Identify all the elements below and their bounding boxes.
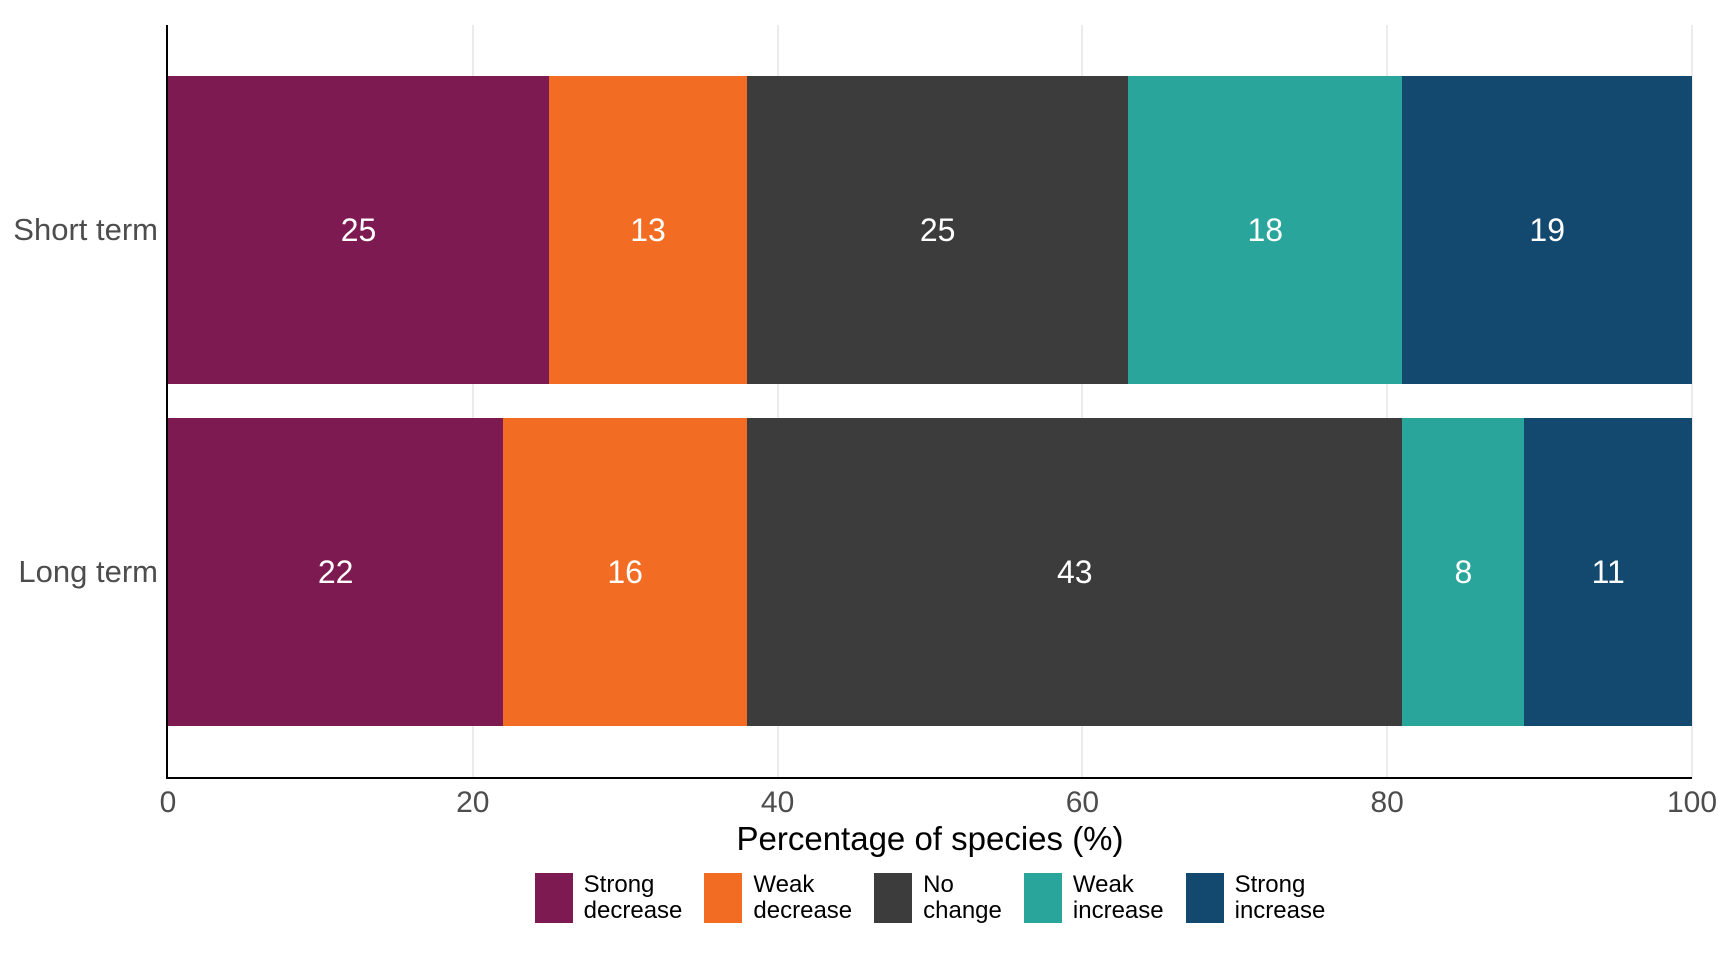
x-tick-label: 0 bbox=[159, 786, 177, 819]
legend-swatch bbox=[704, 873, 743, 923]
bar-value-label: 43 bbox=[1056, 554, 1093, 590]
bar-value-label: 25 bbox=[919, 212, 956, 248]
bar-row: 22 16 43 8 11 bbox=[168, 418, 1692, 726]
gridline bbox=[776, 25, 779, 778]
y-category-label: Long term bbox=[18, 554, 158, 589]
bar-segment: 18 bbox=[1128, 76, 1403, 384]
x-axis-line bbox=[166, 777, 1692, 779]
bar-value-label: 19 bbox=[1529, 212, 1565, 248]
bar-value-label: 18 bbox=[1247, 212, 1284, 248]
gridline bbox=[1386, 25, 1389, 778]
bar-value-label: 13 bbox=[630, 212, 666, 248]
legend-label: Weak increase bbox=[1073, 872, 1164, 924]
x-tick-label: 100 bbox=[1666, 786, 1718, 819]
legend-label-line: decrease bbox=[583, 897, 683, 924]
legend-label: No change bbox=[923, 872, 1002, 924]
y-axis-line bbox=[166, 25, 168, 778]
bar-value-label: 16 bbox=[607, 554, 643, 590]
gridline bbox=[471, 25, 474, 778]
legend-label: Strong increase bbox=[1235, 872, 1326, 924]
legend-item: Strong decrease bbox=[534, 872, 683, 924]
y-category-label: Short term bbox=[13, 212, 158, 247]
bar-segment: 25 bbox=[747, 76, 1129, 384]
legend-label-line: increase bbox=[1234, 897, 1326, 924]
bar-value-label: 8 bbox=[1454, 554, 1473, 590]
legend-item: Weak increase bbox=[1023, 872, 1164, 924]
bar-value-label: 22 bbox=[317, 554, 354, 590]
legend-item: Weak decrease bbox=[704, 872, 852, 924]
bar-segment: 22 bbox=[168, 418, 504, 726]
x-tick-label: 40 bbox=[760, 786, 795, 819]
x-tick-label: 80 bbox=[1370, 786, 1404, 819]
legend-label-line: increase bbox=[1072, 897, 1164, 924]
legend-swatch bbox=[534, 873, 573, 923]
legend-swatch bbox=[1185, 873, 1224, 923]
gridline bbox=[1691, 25, 1693, 778]
legend-label-line: Weak bbox=[753, 871, 815, 898]
bar-segment: 25 bbox=[168, 76, 549, 384]
bar-segment: 8 bbox=[1402, 418, 1525, 726]
legend-item: No change bbox=[874, 872, 1002, 924]
legend-label-line: Strong bbox=[1234, 871, 1306, 898]
bar-segment: 11 bbox=[1524, 418, 1692, 726]
bar-value-label: 25 bbox=[340, 212, 377, 248]
x-tick-label: 60 bbox=[1065, 786, 1100, 819]
legend-swatch bbox=[1023, 873, 1062, 923]
legend-label-line: decrease bbox=[753, 897, 853, 924]
legend-label-line: No bbox=[923, 871, 954, 898]
legend-label: Strong decrease bbox=[584, 872, 683, 924]
bar-segment: 16 bbox=[503, 418, 748, 726]
bar-segment: 13 bbox=[549, 76, 748, 384]
plot-panel: 25 13 25 18 19 22 16 43 8 11 bbox=[168, 25, 1693, 778]
x-tick-label: 20 bbox=[456, 786, 490, 819]
legend: Strong decrease Weak decrease No change Weak in… bbox=[168, 872, 1692, 924]
legend-label: Weak decrease bbox=[753, 872, 852, 924]
bar-segment: 43 bbox=[747, 418, 1403, 726]
x-axis-title: Percentage of species (%) bbox=[736, 820, 1124, 857]
legend-label-line: Weak bbox=[1072, 871, 1134, 898]
legend-item: Strong increase bbox=[1185, 872, 1326, 924]
legend-label-line: change bbox=[923, 897, 1002, 924]
legend-swatch bbox=[874, 873, 913, 923]
gridline bbox=[1081, 25, 1084, 778]
bar-row: 25 13 25 18 19 bbox=[168, 76, 1692, 384]
bar-segment: 19 bbox=[1402, 76, 1692, 384]
bar-value-label: 11 bbox=[1591, 554, 1625, 590]
legend-label-line: Strong bbox=[583, 871, 655, 898]
